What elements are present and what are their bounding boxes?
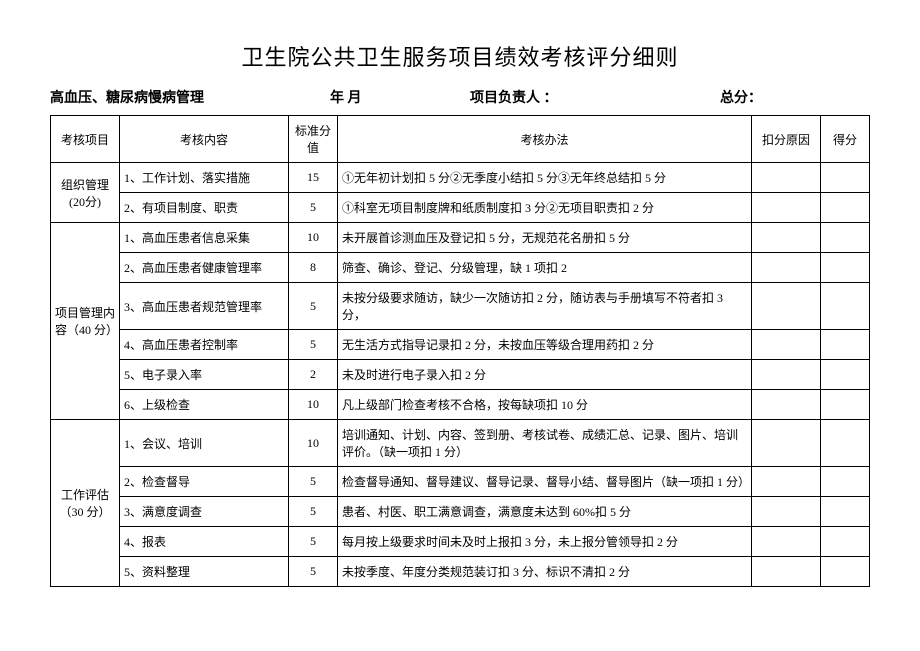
reason-cell <box>752 390 821 420</box>
points-cell <box>821 467 870 497</box>
content-cell: 2、高血压患者健康管理率 <box>120 253 289 283</box>
col-method: 考核办法 <box>338 116 752 163</box>
method-cell: 筛查、确诊、登记、分级管理，缺 1 项扣 2 <box>338 253 752 283</box>
method-cell: 患者、村医、职工满意调查，满意度未达到 60%扣 5 分 <box>338 497 752 527</box>
assessment-table: 考核项目 考核内容 标准分值 考核办法 扣分原因 得分 组织管理(20分)1、工… <box>50 115 870 587</box>
table-row: 4、报表5每月按上级要求时间未及时上报扣 3 分，未上报分管领导扣 2 分 <box>51 527 870 557</box>
score-cell: 5 <box>289 283 338 330</box>
table-row: 组织管理(20分)1、工作计划、落实措施15①无年初计划扣 5 分②无季度小结扣… <box>51 163 870 193</box>
method-cell: 未开展首诊测血压及登记扣 5 分，无规范花名册扣 5 分 <box>338 223 752 253</box>
score-cell: 5 <box>289 467 338 497</box>
table-row: 2、高血压患者健康管理率8筛查、确诊、登记、分级管理，缺 1 项扣 2 <box>51 253 870 283</box>
points-cell <box>821 497 870 527</box>
content-cell: 1、工作计划、落实措施 <box>120 163 289 193</box>
points-cell <box>821 193 870 223</box>
points-cell <box>821 330 870 360</box>
points-cell <box>821 283 870 330</box>
page-title: 卫生院公共卫生服务项目绩效考核评分细则 <box>50 40 870 72</box>
content-cell: 3、高血压患者规范管理率 <box>120 283 289 330</box>
points-cell <box>821 360 870 390</box>
score-cell: 10 <box>289 420 338 467</box>
table-row: 3、满意度调查5患者、村医、职工满意调查，满意度未达到 60%扣 5 分 <box>51 497 870 527</box>
reason-cell <box>752 527 821 557</box>
header-row: 高血压、糖尿病慢病管理 年 月 项目负责人 ： 总分： <box>50 87 870 107</box>
reason-cell <box>752 467 821 497</box>
table-row: 2、有项目制度、职责5①科室无项目制度牌和纸质制度扣 3 分②无项目职责扣 2 … <box>51 193 870 223</box>
content-cell: 2、检查督导 <box>120 467 289 497</box>
content-cell: 4、高血压患者控制率 <box>120 330 289 360</box>
category-cell: 工作评估（30 分） <box>51 420 120 587</box>
category-cell: 项目管理内容（40 分） <box>51 223 120 420</box>
method-cell: 未按分级要求随访，缺少一次随访扣 2 分，随访表与手册填写不符者扣 3 分， <box>338 283 752 330</box>
table-row: 3、高血压患者规范管理率5未按分级要求随访，缺少一次随访扣 2 分，随访表与手册… <box>51 283 870 330</box>
table-row: 2、检查督导5检查督导通知、督导建议、督导记录、督导小结、督导图片（缺一项扣 1… <box>51 467 870 497</box>
col-category: 考核项目 <box>51 116 120 163</box>
table-row: 5、资料整理5未按季度、年度分类规范装订扣 3 分、标识不清扣 2 分 <box>51 557 870 587</box>
method-cell: ①无年初计划扣 5 分②无季度小结扣 5 分③无年终总结扣 5 分 <box>338 163 752 193</box>
score-cell: 5 <box>289 330 338 360</box>
reason-cell <box>752 193 821 223</box>
score-cell: 5 <box>289 527 338 557</box>
header-total: 总分： <box>720 87 870 107</box>
content-cell: 6、上级检查 <box>120 390 289 420</box>
points-cell <box>821 527 870 557</box>
table-header-row: 考核项目 考核内容 标准分值 考核办法 扣分原因 得分 <box>51 116 870 163</box>
content-cell: 2、有项目制度、职责 <box>120 193 289 223</box>
score-cell: 5 <box>289 193 338 223</box>
method-cell: 凡上级部门检查考核不合格，按每缺项扣 10 分 <box>338 390 752 420</box>
points-cell <box>821 420 870 467</box>
points-cell <box>821 253 870 283</box>
method-cell: 未按季度、年度分类规范装订扣 3 分、标识不清扣 2 分 <box>338 557 752 587</box>
col-content: 考核内容 <box>120 116 289 163</box>
content-cell: 5、资料整理 <box>120 557 289 587</box>
reason-cell <box>752 163 821 193</box>
score-cell: 2 <box>289 360 338 390</box>
reason-cell <box>752 497 821 527</box>
col-points: 得分 <box>821 116 870 163</box>
score-cell: 5 <box>289 557 338 587</box>
score-cell: 15 <box>289 163 338 193</box>
reason-cell <box>752 330 821 360</box>
score-cell: 10 <box>289 390 338 420</box>
table-row: 6、上级检查10凡上级部门检查考核不合格，按每缺项扣 10 分 <box>51 390 870 420</box>
content-cell: 1、高血压患者信息采集 <box>120 223 289 253</box>
col-reason: 扣分原因 <box>752 116 821 163</box>
table-row: 5、电子录入率2未及时进行电子录入扣 2 分 <box>51 360 870 390</box>
method-cell: ①科室无项目制度牌和纸质制度扣 3 分②无项目职责扣 2 分 <box>338 193 752 223</box>
reason-cell <box>752 420 821 467</box>
reason-cell <box>752 283 821 330</box>
points-cell <box>821 223 870 253</box>
score-cell: 8 <box>289 253 338 283</box>
reason-cell <box>752 557 821 587</box>
method-cell: 培训通知、计划、内容、签到册、考核试卷、成绩汇总、记录、图片、培训评价。（缺一项… <box>338 420 752 467</box>
content-cell: 5、电子录入率 <box>120 360 289 390</box>
points-cell <box>821 163 870 193</box>
category-cell: 组织管理(20分) <box>51 163 120 223</box>
table-row: 项目管理内容（40 分）1、高血压患者信息采集10未开展首诊测血压及登记扣 5 … <box>51 223 870 253</box>
method-cell: 每月按上级要求时间未及时上报扣 3 分，未上报分管领导扣 2 分 <box>338 527 752 557</box>
header-subject: 高血压、糖尿病慢病管理 <box>50 87 330 107</box>
score-cell: 10 <box>289 223 338 253</box>
header-person: 项目负责人 ： <box>470 87 720 107</box>
reason-cell <box>752 360 821 390</box>
method-cell: 无生活方式指导记录扣 2 分，未按血压等级合理用药扣 2 分 <box>338 330 752 360</box>
table-row: 工作评估（30 分）1、会议、培训10培训通知、计划、内容、签到册、考核试卷、成… <box>51 420 870 467</box>
score-cell: 5 <box>289 497 338 527</box>
header-date: 年 月 <box>330 87 470 107</box>
reason-cell <box>752 223 821 253</box>
content-cell: 3、满意度调查 <box>120 497 289 527</box>
content-cell: 4、报表 <box>120 527 289 557</box>
points-cell <box>821 390 870 420</box>
method-cell: 检查督导通知、督导建议、督导记录、督导小结、督导图片（缺一项扣 1 分） <box>338 467 752 497</box>
reason-cell <box>752 253 821 283</box>
method-cell: 未及时进行电子录入扣 2 分 <box>338 360 752 390</box>
content-cell: 1、会议、培训 <box>120 420 289 467</box>
points-cell <box>821 557 870 587</box>
table-row: 4、高血压患者控制率5无生活方式指导记录扣 2 分，未按血压等级合理用药扣 2 … <box>51 330 870 360</box>
col-std-score: 标准分值 <box>289 116 338 163</box>
